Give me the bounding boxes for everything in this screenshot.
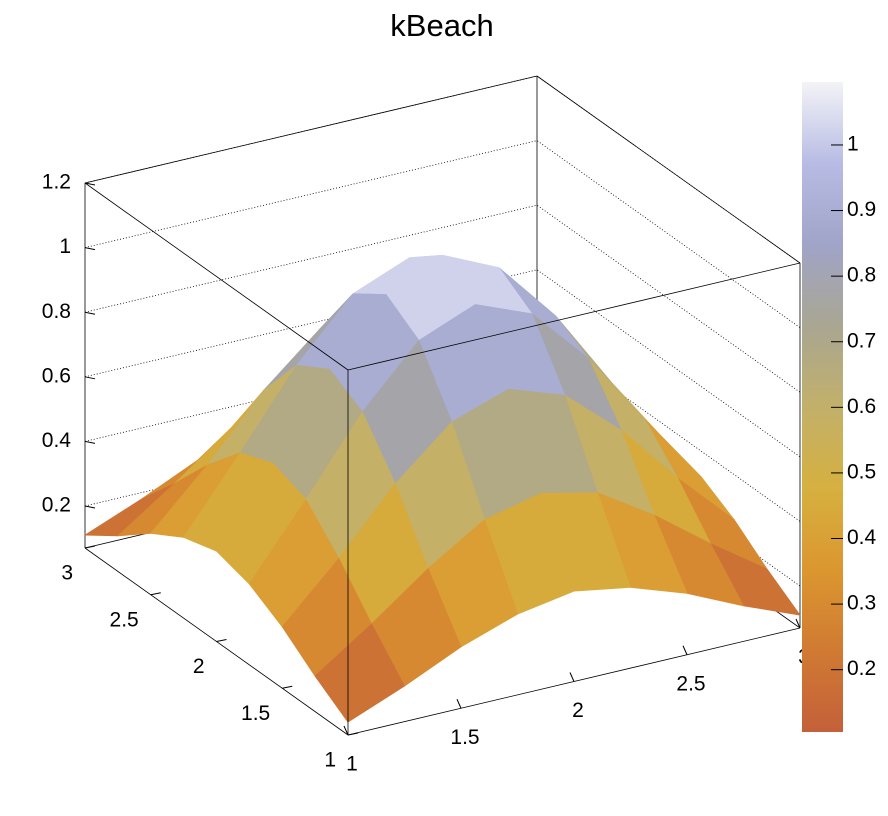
z-tick: [84, 182, 96, 186]
y-tick: [84, 545, 96, 549]
surface-cell: [314, 623, 405, 723]
colorbar-tick-label: 0.2: [847, 657, 876, 680]
y-tick-label: 3: [61, 562, 73, 585]
y-tick: [216, 639, 227, 642]
y-tick: [282, 685, 293, 689]
x-tick: [795, 618, 801, 629]
y-tick-label: 1: [324, 749, 336, 772]
z-tick: [84, 376, 96, 380]
z-tick-label: 0.2: [42, 494, 71, 517]
x-tick-label: 1: [346, 753, 358, 776]
x-tick-label: 2.5: [676, 672, 705, 695]
x-tick: [343, 725, 349, 736]
y-tick-label: 1.5: [241, 702, 270, 725]
y-tick: [347, 732, 359, 736]
x-tick: [569, 672, 575, 682]
colorbar-tick-label: 0.5: [847, 460, 876, 483]
colorbar-tick-label: 0.9: [847, 198, 876, 221]
colorbar-tick-label: 0.3: [847, 592, 876, 615]
z-tick-label: 1: [59, 235, 71, 258]
colorbar-tick-label: 0.6: [847, 395, 876, 418]
x-tick: [682, 645, 688, 655]
grid-line: [84, 75, 801, 264]
z-tick: [84, 247, 96, 251]
colorbar-tick-label: 0.8: [847, 264, 876, 287]
x-tick-label: 1.5: [450, 726, 479, 749]
box-edge: [84, 182, 349, 371]
x-tick: [456, 699, 462, 709]
box-edge: [347, 262, 801, 371]
z-tick-label: 0.8: [42, 300, 71, 323]
z-tick-label: 1.2: [42, 171, 71, 194]
y-tick-label: 2.5: [110, 608, 139, 631]
back-layer: 0.2 0.4 0.6 0.8 1 1.2: [42, 75, 801, 629]
y-tick-label: 2: [193, 655, 205, 678]
x-tick-label: 2: [572, 699, 584, 722]
z-tick-label: 0.4: [42, 429, 72, 452]
colorbar-tick-label: 0.4: [847, 526, 877, 549]
box-edge: [536, 75, 801, 264]
chart-title: kBeach: [390, 8, 493, 43]
colorbar-tick-label: 1: [847, 133, 859, 156]
z-tick: [84, 440, 96, 444]
z-tick-label: 0.6: [42, 364, 71, 387]
z-tick: [84, 311, 96, 315]
z-tick: [84, 505, 96, 509]
colorbar-tick-label: 0.7: [847, 329, 876, 352]
y-tick: [150, 592, 161, 596]
front-layer: 11.522.5311.522.530.20.30.40.50.60.70.80…: [61, 82, 877, 776]
surface: [84, 254, 801, 723]
